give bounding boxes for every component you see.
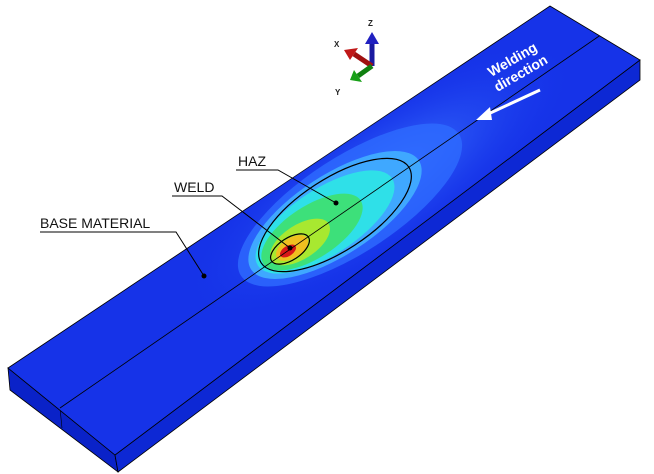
axis-x: X bbox=[334, 40, 340, 49]
weld-dot bbox=[288, 246, 293, 251]
axis-z: Z bbox=[368, 19, 373, 28]
axis-triad: Z X Y bbox=[334, 19, 379, 97]
label-base-material: BASE MATERIAL bbox=[40, 215, 150, 231]
diagram: HAZ WELD BASE MATERIAL Welding direction… bbox=[0, 0, 654, 474]
label-haz: HAZ bbox=[238, 153, 266, 169]
base-dot bbox=[202, 274, 207, 279]
label-weld: WELD bbox=[174, 179, 214, 195]
haz-dot bbox=[334, 201, 339, 206]
axis-y: Y bbox=[335, 88, 341, 97]
